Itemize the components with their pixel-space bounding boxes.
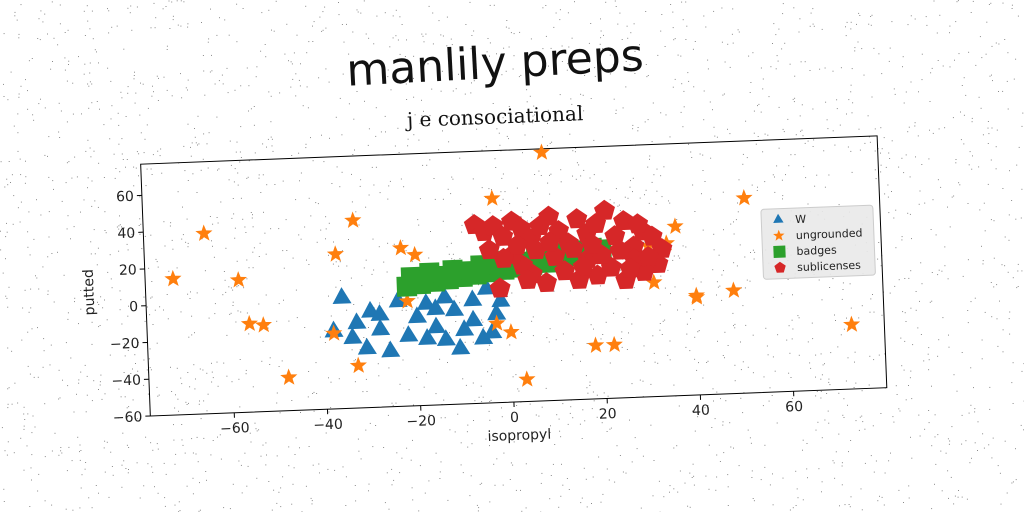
star-point bbox=[164, 270, 182, 287]
square-point bbox=[433, 265, 454, 286]
y-axis-label: putted bbox=[81, 269, 99, 316]
star-point bbox=[518, 370, 536, 387]
triangle-point bbox=[426, 316, 446, 333]
data-marks bbox=[160, 132, 862, 401]
legend-label: badges bbox=[796, 244, 837, 259]
x-axis-label: isopropyl bbox=[487, 427, 551, 445]
star-point bbox=[666, 217, 684, 234]
legend-label: ungrounded bbox=[796, 227, 863, 243]
legend: Wungroundedbadgessublicenses bbox=[761, 205, 876, 279]
star-point bbox=[255, 316, 273, 333]
y-tick-label: −40 bbox=[111, 373, 141, 390]
triangle-point bbox=[464, 309, 484, 326]
triangle-point bbox=[370, 318, 390, 335]
triangle-point bbox=[381, 340, 401, 357]
star-point bbox=[688, 288, 706, 305]
star-point bbox=[483, 189, 501, 206]
triangle-point bbox=[332, 287, 352, 304]
star-point bbox=[392, 239, 410, 256]
x-tick-label: 20 bbox=[599, 406, 617, 423]
triangle-point bbox=[343, 327, 363, 344]
star-point bbox=[843, 315, 861, 332]
x-tick-label: −60 bbox=[220, 420, 250, 437]
y-tick-label: 60 bbox=[116, 189, 134, 206]
legend-marker bbox=[773, 245, 785, 257]
x-tick-label: 0 bbox=[510, 410, 520, 426]
star-point bbox=[327, 245, 345, 262]
x-tick-label: −20 bbox=[406, 413, 436, 430]
star-point bbox=[725, 281, 743, 298]
x-tick-label: 40 bbox=[692, 403, 710, 420]
triangle-point bbox=[399, 325, 419, 342]
y-tick-label: 0 bbox=[129, 299, 139, 315]
triangle-point bbox=[451, 337, 471, 354]
chart-subtitle: j e consociational bbox=[405, 101, 584, 132]
square-point bbox=[406, 270, 427, 291]
star-point bbox=[350, 356, 368, 373]
star-point bbox=[533, 143, 551, 160]
star-point bbox=[344, 211, 362, 228]
x-tick-label: 60 bbox=[785, 399, 803, 416]
star-point bbox=[230, 271, 248, 288]
star-point bbox=[606, 336, 624, 353]
legend-label: sublicenses bbox=[797, 259, 862, 274]
star-point bbox=[587, 336, 605, 353]
x-tick-label: −40 bbox=[313, 417, 343, 434]
y-tick-label: 20 bbox=[119, 262, 137, 279]
series-sublicenses bbox=[463, 197, 674, 298]
y-tick-label: −60 bbox=[113, 409, 143, 426]
star-point bbox=[502, 323, 520, 340]
star-point bbox=[195, 224, 213, 241]
star-point bbox=[735, 189, 753, 206]
star-point bbox=[406, 246, 424, 263]
y-tick-label: −20 bbox=[110, 336, 140, 353]
star-point bbox=[280, 368, 298, 385]
y-tick-label: 40 bbox=[117, 225, 135, 242]
legend-label: W bbox=[795, 213, 806, 226]
square-point bbox=[461, 261, 482, 282]
